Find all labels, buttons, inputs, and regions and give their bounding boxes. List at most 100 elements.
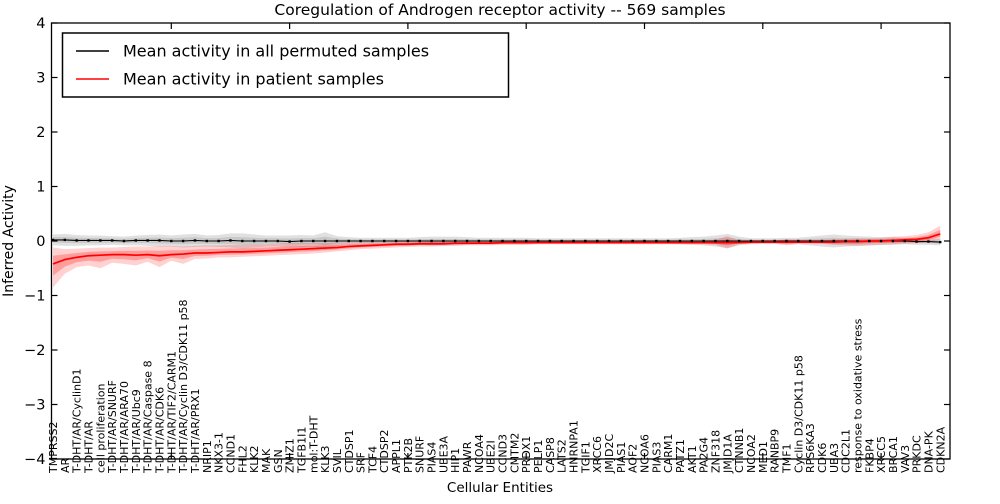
x-category-label: RANBP9 xyxy=(769,429,782,473)
x-category-label: PIAS3 xyxy=(650,442,663,473)
marker-dot xyxy=(229,239,232,242)
x-category-label: TCF4 xyxy=(366,446,379,474)
x-axis-label: Cellular Entities xyxy=(447,480,553,496)
x-category-label: LATS2 xyxy=(556,439,569,473)
marker-dot xyxy=(383,239,386,243)
marker-dot xyxy=(406,239,410,243)
marker-dot xyxy=(832,239,835,243)
marker-dot xyxy=(193,239,197,242)
x-category-label: NRIP1 xyxy=(201,440,214,473)
marker-dot xyxy=(312,239,315,243)
x-category-label: PTK2B xyxy=(402,438,415,473)
y-tick-label: −3 xyxy=(24,398,45,414)
marker-dot xyxy=(205,239,208,243)
x-category-label: T-DHT/AR/Ubc9 xyxy=(130,389,143,474)
marker-dot xyxy=(335,239,339,243)
y-tick-label: 0 xyxy=(36,234,45,250)
marker-dot xyxy=(359,239,362,243)
x-category-label: PAWR xyxy=(461,441,474,473)
x-category-label: NCOA4 xyxy=(473,434,486,473)
x-category-label: XRCC5 xyxy=(875,436,888,473)
legend: Mean activity in all permuted samples Me… xyxy=(61,32,510,98)
x-category-label: MAK xyxy=(260,448,273,473)
marker-dot xyxy=(619,239,623,243)
x-category-label: PRDX1 xyxy=(520,436,533,473)
x-category-label: JMJD1A xyxy=(721,434,734,474)
data-lines xyxy=(51,233,942,265)
marker-dot xyxy=(915,240,918,243)
x-category-label: PATZ1 xyxy=(674,439,687,473)
x-category-label: NCOA2 xyxy=(745,434,758,473)
marker-dot xyxy=(631,239,634,243)
x-category-label: SNURF xyxy=(414,436,427,473)
x-category-label: Cyclin D3/CDK11 p58 xyxy=(792,355,805,473)
marker-dot xyxy=(844,239,847,243)
x-category-label: CTDSP2 xyxy=(378,430,391,473)
marker-dot xyxy=(868,239,871,243)
x-category-label: T-DHT/AR/Caspase 8 xyxy=(142,360,155,474)
x-category-label: CARM1 xyxy=(662,434,675,473)
marker-dot xyxy=(347,239,350,243)
marker-dot xyxy=(749,239,753,243)
marker-dot xyxy=(607,239,611,243)
marker-dot xyxy=(75,239,78,242)
marker-dot xyxy=(891,239,895,243)
marker-dot xyxy=(584,239,587,243)
x-category-label: T-DHT/AR/ARA70 xyxy=(118,381,131,474)
x-category-label: KLK3 xyxy=(319,445,332,473)
x-category-label: CCND3 xyxy=(497,434,510,473)
y-tick-label: 3 xyxy=(36,71,45,87)
x-category-label: PIAS4 xyxy=(426,442,439,473)
marker-dot xyxy=(761,239,764,243)
marker-dot xyxy=(181,239,185,243)
marker-dot xyxy=(820,239,824,243)
marker-dot xyxy=(536,239,540,243)
marker-dot xyxy=(525,239,528,243)
marker-dot xyxy=(63,238,67,242)
y-tick-label: −1 xyxy=(24,289,45,305)
marker-dot xyxy=(51,238,55,242)
marker-dot xyxy=(288,240,291,243)
mean-line-1 xyxy=(52,233,941,265)
x-category-label: FKBP4 xyxy=(863,438,876,473)
x-category-label: CMTM2 xyxy=(508,433,521,473)
x-category-label: ZMIZ1 xyxy=(284,438,297,473)
marker-dot xyxy=(548,239,552,243)
y-tick-label: 1 xyxy=(36,180,45,196)
marker-dot xyxy=(737,239,741,243)
x-category-label: PIAS1 xyxy=(615,442,628,473)
x-category-label: cell proliferation xyxy=(94,383,107,473)
y-tick-label: −4 xyxy=(24,452,45,468)
x-category-label: T-DHT/AR/TIF2/CARM1 xyxy=(165,351,178,474)
x-category-label: UBE2I xyxy=(485,440,498,473)
x-category-label: T-DHT/AR/Cyclin D3/CDK11 p58 xyxy=(177,299,190,474)
marker-dot xyxy=(927,240,930,243)
marker-dot xyxy=(666,239,670,243)
legend-label-patient: Mean activity in patient samples xyxy=(123,70,384,89)
x-category-label: SVIL xyxy=(331,448,344,473)
marker-dot xyxy=(454,239,457,243)
x-category-label: CDC2L1 xyxy=(840,429,853,473)
marker-dot xyxy=(122,239,126,243)
marker-dot xyxy=(477,239,481,243)
marker-dot xyxy=(110,239,114,242)
x-category-label: NKX3-1 xyxy=(213,432,226,473)
x-category-label: TMPRSS2 xyxy=(47,422,60,474)
marker-dot xyxy=(300,239,303,243)
marker-dot xyxy=(702,239,705,243)
marker-dot xyxy=(252,239,256,243)
x-category-label: response to oxidative stress xyxy=(851,318,864,473)
marker-dot xyxy=(217,239,220,243)
x-category-label: UBA3 xyxy=(828,443,841,473)
x-category-label: T-DHT/AR/CyclinD1 xyxy=(71,368,84,474)
marker-dot xyxy=(430,239,433,243)
marker-dot xyxy=(276,239,279,243)
x-category-label: APPL1 xyxy=(390,439,403,473)
x-category-label: CDKN2A xyxy=(934,426,947,473)
marker-dot xyxy=(726,239,729,243)
axis-ticks xyxy=(51,22,950,460)
marker-dot xyxy=(572,239,575,243)
marker-dot xyxy=(643,239,646,243)
